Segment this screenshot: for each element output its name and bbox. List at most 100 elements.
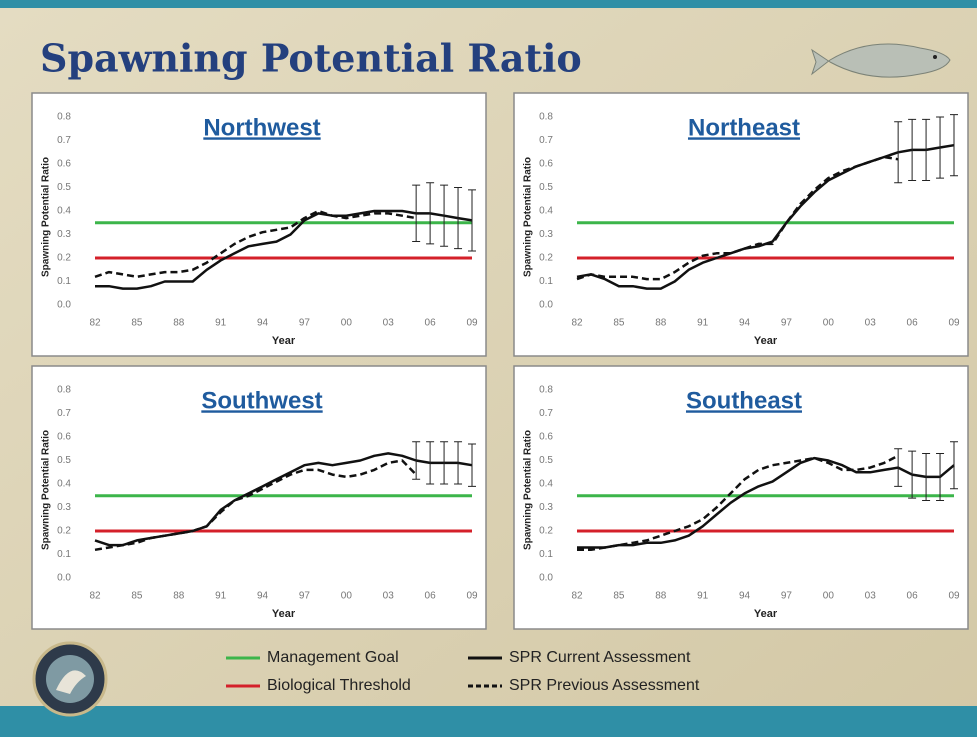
y-tick-label: 0.3 [539, 229, 553, 240]
x-tick-label: 85 [131, 591, 143, 602]
y-axis-label: Spawning Potential Ratio [41, 430, 52, 550]
x-tick-label: 91 [697, 318, 709, 329]
x-tick-label: 91 [697, 591, 709, 602]
x-tick-label: 09 [466, 318, 478, 329]
y-tick-label: 0.1 [57, 276, 71, 287]
x-tick-label: 88 [655, 318, 667, 329]
y-tick-label: 0.2 [539, 526, 553, 537]
y-tick-label: 0.3 [57, 229, 71, 240]
slide: Spawning Potential Ratio Northwest 0.0 0.1… [0, 0, 977, 737]
chart-panel: Southeast0.00.10.20.30.40.50.60.70.88285… [514, 366, 968, 629]
y-tick-label: 0.7 [57, 408, 71, 419]
x-tick-label: 03 [865, 591, 877, 602]
top-band [0, 0, 977, 8]
x-tick-label: 00 [823, 591, 835, 602]
chart-panel: Northeast 0.0 0.1 0.2 0.3 0.4 0.5 0.6 0.7 0.8 82 85… [514, 93, 968, 356]
y-tick-label: 0.7 [539, 135, 553, 146]
legend-label: SPR Current Assessment [509, 649, 691, 666]
x-tick-label: 91 [215, 591, 227, 602]
y-tick-label: 0.6 [539, 432, 553, 443]
legend-label: Biological Threshold [267, 677, 411, 694]
x-tick-label: 94 [257, 591, 269, 602]
y-tick-label: 0.8 [57, 112, 71, 123]
seal-icon [34, 643, 106, 715]
legend-label: SPR Previous Assessment [509, 677, 700, 694]
y-tick-label: 0.0 [539, 573, 553, 584]
panel-title: Southwest [201, 387, 322, 414]
panel-title: Northwest [203, 114, 320, 141]
x-tick-label: 85 [131, 318, 143, 329]
x-tick-label: 94 [739, 591, 751, 602]
x-tick-label: 06 [907, 591, 919, 602]
y-tick-label: 0.3 [57, 502, 71, 513]
x-tick-label: 03 [865, 318, 877, 329]
x-tick-label: 85 [613, 591, 625, 602]
y-axis-label: Spawning Potential Ratio [41, 157, 52, 277]
y-tick-label: 0.6 [57, 432, 71, 443]
slide-title: Spawning Potential Ratio [40, 36, 582, 81]
y-tick-label: 0.6 [57, 159, 71, 170]
y-tick-label: 0.0 [539, 300, 553, 311]
x-tick-label: 09 [948, 318, 960, 329]
x-tick-label: 82 [571, 591, 583, 602]
y-tick-label: 0.0 [57, 573, 71, 584]
x-tick-label: 82 [571, 318, 583, 329]
x-tick-label: 97 [299, 591, 311, 602]
y-tick-label: 0.2 [57, 526, 71, 537]
x-tick-label: 06 [425, 318, 437, 329]
y-tick-label: 0.5 [539, 455, 553, 466]
panel-title: Northeast [688, 114, 800, 141]
y-tick-label: 0.4 [57, 206, 71, 217]
x-tick-label: 09 [466, 591, 478, 602]
y-axis-label: Spawning Potential Ratio [523, 430, 534, 550]
x-tick-label: 06 [425, 591, 437, 602]
y-tick-label: 0.4 [57, 479, 71, 490]
x-tick-label: 94 [257, 318, 269, 329]
y-tick-label: 0.1 [539, 549, 553, 560]
x-tick-label: 09 [948, 591, 960, 602]
y-tick-label: 0.1 [539, 276, 553, 287]
x-tick-label: 97 [781, 318, 793, 329]
x-tick-label: 00 [823, 318, 835, 329]
x-tick-label: 82 [89, 318, 101, 329]
panel-title: Southeast [686, 387, 802, 414]
x-axis-label: Year [272, 608, 296, 620]
x-tick-label: 85 [613, 318, 625, 329]
y-tick-label: 0.1 [57, 549, 71, 560]
y-tick-label: 0.6 [539, 159, 553, 170]
y-tick-label: 0.7 [57, 135, 71, 146]
y-tick-label: 0.8 [57, 385, 71, 396]
y-tick-label: 0.5 [539, 182, 553, 193]
x-tick-label: 97 [781, 591, 793, 602]
y-tick-label: 0.8 [539, 112, 553, 123]
y-tick-label: 0.4 [539, 206, 553, 217]
x-tick-label: 82 [89, 591, 101, 602]
chart-panel: Southwest 0.0 0.1 0.2 0.3 0.4 0.5 0.6 0.7 0.8 82 85… [32, 366, 486, 629]
y-tick-label: 0.5 [57, 455, 71, 466]
x-axis-label: Year [754, 608, 778, 620]
x-tick-label: 88 [655, 591, 667, 602]
bottom-band [0, 706, 977, 737]
y-tick-label: 0.3 [539, 502, 553, 513]
y-tick-label: 0.8 [539, 385, 553, 396]
x-tick-label: 94 [739, 318, 751, 329]
x-tick-label: 00 [341, 318, 353, 329]
x-tick-label: 06 [907, 318, 919, 329]
x-tick-label: 88 [173, 318, 185, 329]
legend-label: Management Goal [267, 649, 399, 666]
chart-panel: Northwest 0.0 0.1 0.2 0.3 0.4 0.5 0.6 0.7 0.8 82 85… [32, 93, 486, 356]
x-axis-label: Year [272, 335, 296, 347]
y-tick-label: 0.2 [57, 253, 71, 264]
y-tick-label: 0.2 [539, 253, 553, 264]
x-tick-label: 00 [341, 591, 353, 602]
y-tick-label: 0.5 [57, 182, 71, 193]
x-axis-label: Year [754, 335, 778, 347]
y-tick-label: 0.4 [539, 479, 553, 490]
x-tick-label: 91 [215, 318, 227, 329]
x-tick-label: 97 [299, 318, 311, 329]
x-tick-label: 03 [383, 591, 395, 602]
y-axis-label: Spawning Potential Ratio [523, 157, 534, 277]
x-tick-label: 88 [173, 591, 185, 602]
x-tick-label: 03 [383, 318, 395, 329]
y-tick-label: 0.0 [57, 300, 71, 311]
